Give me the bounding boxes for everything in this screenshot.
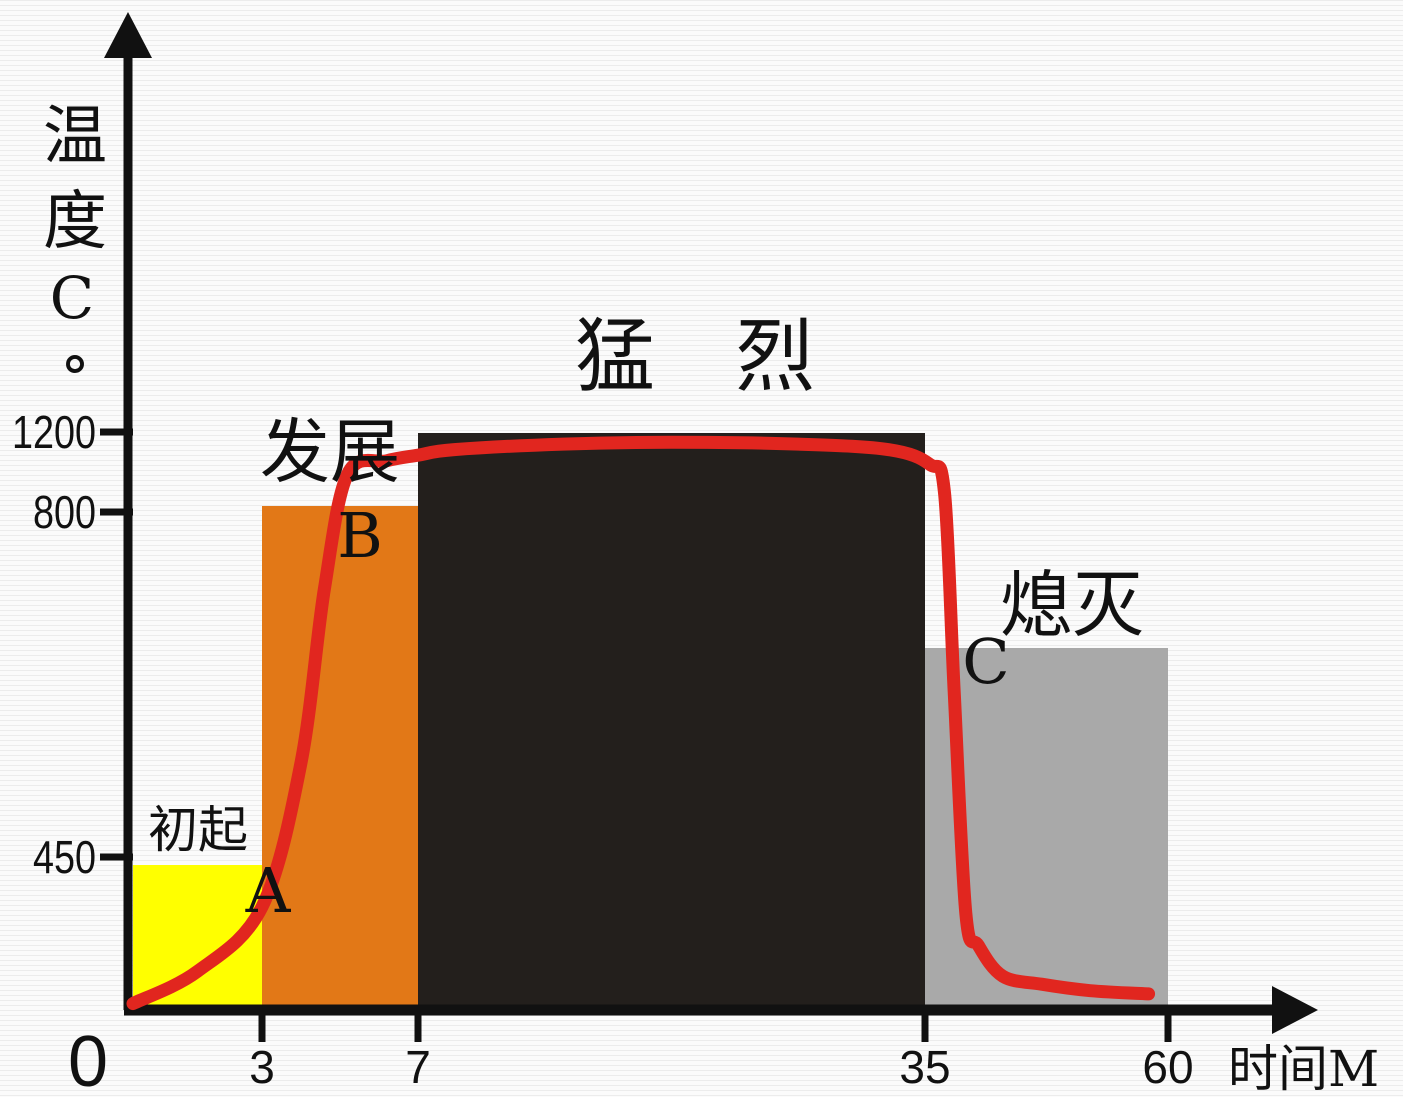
stage-bar-3 <box>418 433 925 1008</box>
x-tick-label-4: 60 <box>1142 1041 1193 1093</box>
y-axis-arrow <box>104 12 152 58</box>
x-tick-label-3: 35 <box>899 1041 950 1093</box>
stage-label-2: 发展 <box>260 411 400 493</box>
stage-label-1: 初起 <box>148 801 248 859</box>
x-tick-label-2: 7 <box>405 1041 431 1093</box>
y-axis-label-char-4: ° <box>61 344 90 412</box>
y-tick-label-1: 450 <box>33 831 96 883</box>
point-label-c: C <box>962 625 1009 698</box>
y-tick-label-2: 800 <box>33 486 96 538</box>
y-tick-label-3: 1200 <box>12 406 96 458</box>
temperature-curve <box>126 435 1156 1011</box>
x-tick-label-1: 3 <box>249 1041 275 1093</box>
point-label-b: B <box>337 499 383 572</box>
y-axis-label-char-3: C <box>50 264 94 332</box>
stage-bars <box>133 433 1168 1008</box>
stage-bar-2 <box>262 506 418 1008</box>
axes <box>100 12 1318 1042</box>
point-label-a: A <box>245 854 292 927</box>
x-axis-arrow <box>1272 986 1318 1034</box>
y-axis-label-char-2: 度 <box>43 185 107 259</box>
y-axis-label-char-1: 温 <box>43 100 107 174</box>
temperature-curve-layer <box>126 435 1156 1011</box>
stage-label-3: 猛 烈 <box>575 310 815 403</box>
stage-label-4: 熄灭 <box>1000 563 1144 647</box>
origin-label: 0 <box>68 1022 108 1097</box>
x-axis-label: 时间M <box>1228 1040 1379 1097</box>
